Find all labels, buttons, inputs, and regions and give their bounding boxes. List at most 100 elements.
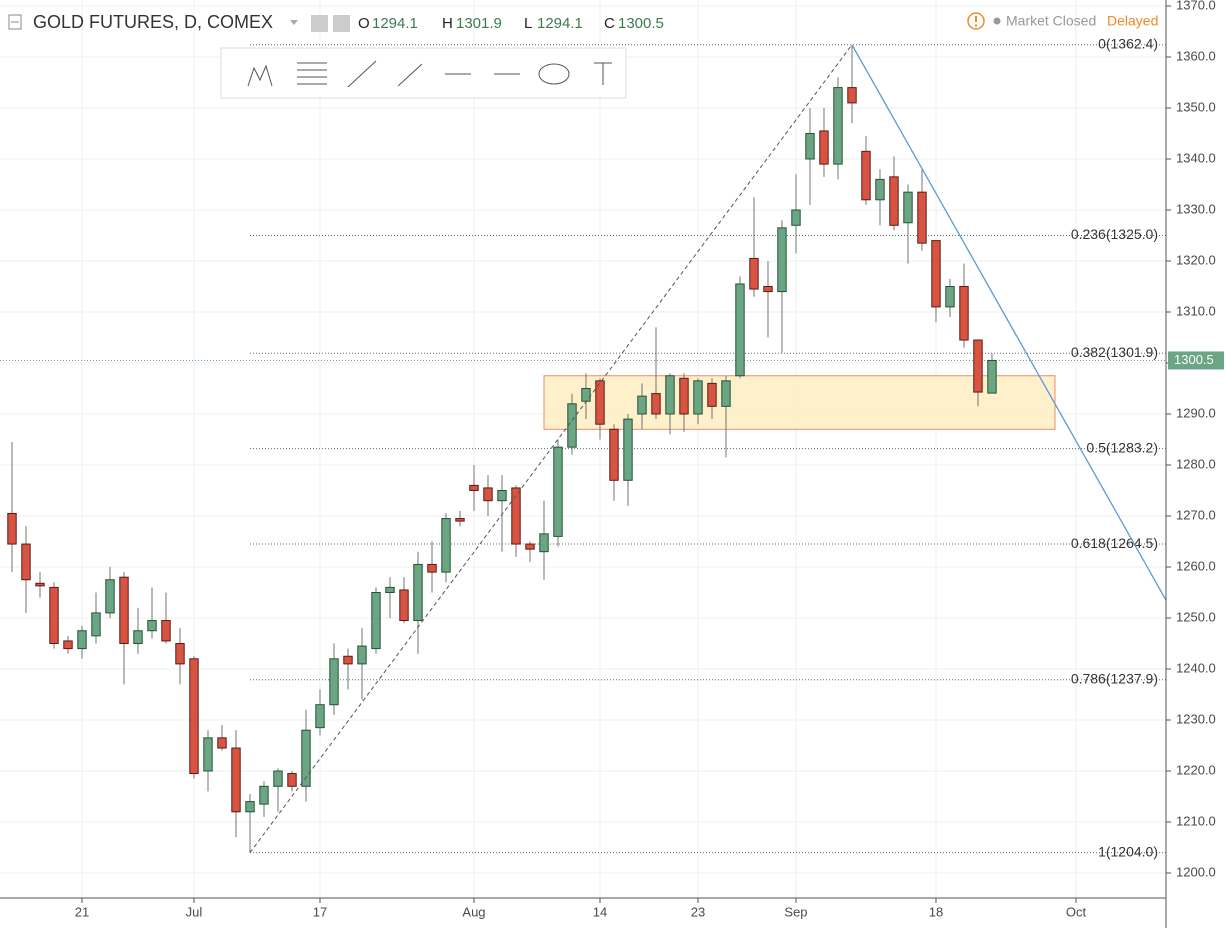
ohlc-label: O [358,15,370,32]
candle-body [973,339,983,393]
gear-icon[interactable] [333,15,350,32]
tool-text[interactable] [594,62,612,85]
ohlc-label: H [442,15,453,32]
ohlc-value: 1300.5 [618,15,664,32]
candle-body [203,737,213,772]
y-tick-label: 1270.0 [1176,507,1216,522]
last-price-box [1168,351,1224,370]
candle-body [273,770,283,787]
candle-body [399,589,409,622]
candle-body [77,630,87,650]
fib-label: 1(1204.0) [1098,843,1158,859]
candle-body [665,375,675,415]
candle-body [469,484,479,491]
fib-label: 0(1362.4) [1098,35,1158,51]
y-tick-label: 1210.0 [1176,813,1216,828]
settings-icon[interactable] [311,15,328,32]
x-tick-label: Aug [462,904,485,919]
candle-body [245,801,255,813]
candle-body [497,490,507,502]
tool-ray[interactable] [397,63,423,87]
alert-dot [974,24,978,27]
y-tick-label: 1330.0 [1176,201,1216,216]
y-tick-label: 1240.0 [1176,660,1216,675]
y-tick-label: 1340.0 [1176,150,1216,165]
fib-label: 0.5(1283.2) [1086,439,1158,455]
y-tick-label: 1320.0 [1176,252,1216,267]
candle-body [595,380,605,425]
candle-body [483,487,493,502]
candle-body [819,130,829,165]
candle-body [35,582,45,587]
candle-body [441,518,451,573]
candle-body [329,658,339,706]
y-tick-label: 1250.0 [1176,609,1216,624]
trend-line [851,44,1167,601]
candle-body [189,658,199,775]
y-tick-label: 1310.0 [1176,303,1216,318]
status-dot [993,17,1001,25]
x-tick-label: Oct [1066,904,1087,919]
candle-body [287,773,297,787]
candle-body [217,737,227,749]
fib-label: 0.382(1301.9) [1071,344,1158,360]
candle-body [343,655,353,665]
candle-body [959,286,969,341]
candle-body [875,178,885,201]
candle-body [567,403,577,448]
y-tick-label: 1280.0 [1176,456,1216,471]
candle-body [791,209,801,226]
candle-body [931,240,941,308]
candle-body [7,512,17,545]
candle-body [945,286,955,308]
candle-body [735,283,745,377]
candle-body [371,592,381,650]
y-tick-label: 1290.0 [1176,405,1216,420]
candle-body [553,446,563,537]
tool-pattern[interactable] [247,64,273,87]
y-tick-label: 1260.0 [1176,558,1216,573]
candle-body [301,729,311,787]
candle-body [609,428,619,481]
candle-body [539,533,549,553]
candle-body [21,543,31,581]
y-tick-label: 1200.0 [1176,864,1216,879]
candle-body [385,586,395,594]
candle-body [903,191,913,224]
candle-body [833,87,843,165]
candle-body [161,620,171,642]
drawing-toolbar [220,47,627,99]
candle-body [525,543,535,550]
x-tick-label: 21 [75,904,89,919]
delay-status: Delayed [1107,13,1158,29]
ohlc-label: L [524,15,532,32]
candle-body [679,377,689,415]
candle-body [357,645,367,665]
dropdown-caret[interactable] [290,20,298,25]
candle-body [63,640,73,650]
candle-body [413,563,423,622]
candle-body [693,380,703,415]
candle-body [133,630,143,644]
candle-body [455,518,465,522]
candle-body [889,176,899,226]
fib-label: 0.236(1325.0) [1071,226,1158,242]
candle-body [147,620,157,632]
y-tick-label: 1220.0 [1176,762,1216,777]
candle-body [259,785,269,805]
candle-body [49,586,59,645]
tool-fib[interactable] [297,62,327,85]
tool-line[interactable] [347,60,377,88]
y-tick-label: 1360.0 [1176,48,1216,63]
candle-body [847,87,857,104]
x-tick-label: Sep [784,904,807,919]
x-tick-label: 18 [929,904,943,919]
collapse-icon[interactable] [8,14,22,30]
y-tick-label: 1350.0 [1176,99,1216,114]
candle-body [805,133,815,160]
alert-icon[interactable] [967,12,985,30]
ohlc-value: 1301.9 [456,15,502,32]
tool-ellipse[interactable] [538,63,570,85]
candle-body [917,191,927,244]
